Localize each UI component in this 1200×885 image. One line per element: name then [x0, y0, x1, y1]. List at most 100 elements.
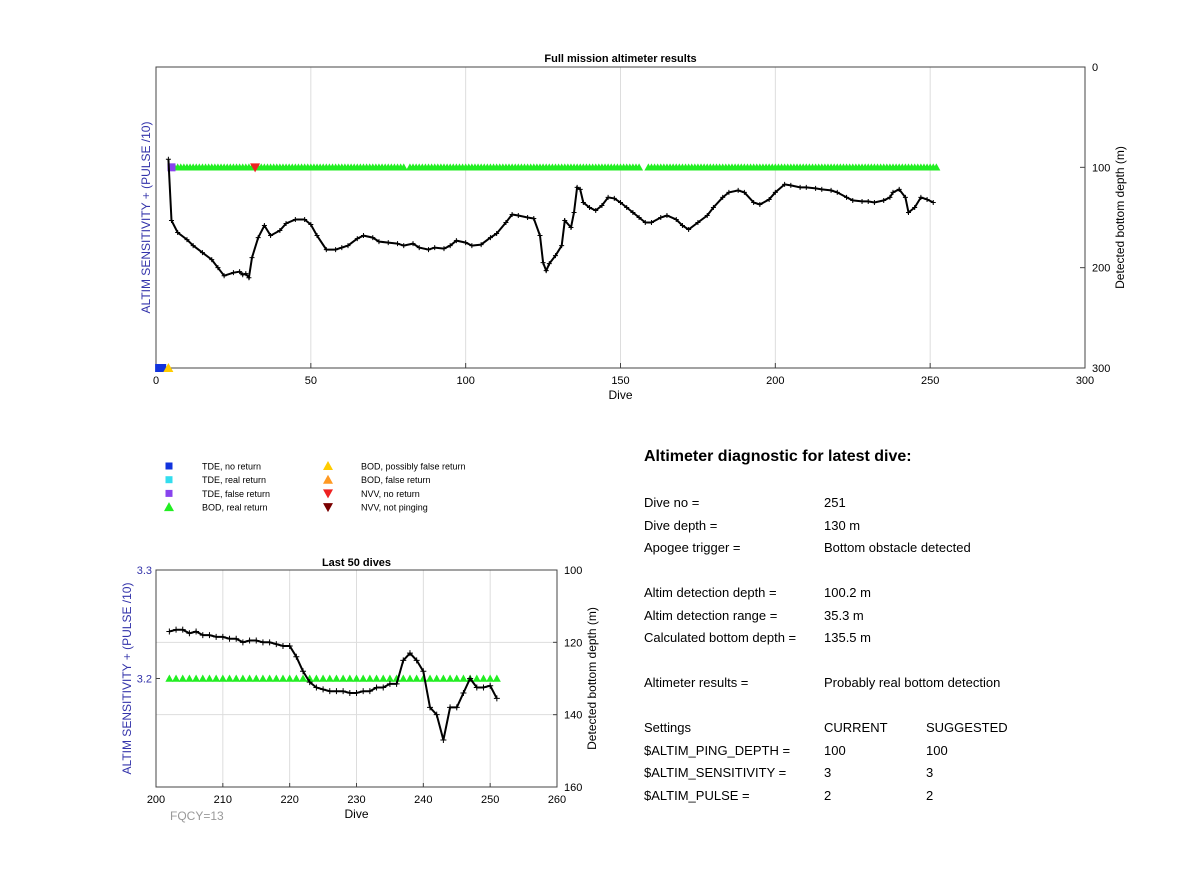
bottom-depth-point: [292, 217, 298, 223]
bod-real-return-marker: [399, 163, 408, 171]
bod-real-return-marker: [285, 674, 294, 682]
diagnostic-title: Altimeter diagnostic for latest dive:: [644, 448, 912, 465]
bottom-depth-point: [266, 639, 273, 646]
x-axis-label: Dive: [608, 388, 632, 402]
x-tick-label: 100: [456, 375, 474, 387]
legend-label: TDE, false return: [202, 489, 270, 499]
bottom-depth-point: [259, 639, 266, 646]
bottom-depth-point: [766, 196, 772, 202]
bottom-depth-point: [426, 247, 432, 253]
diag-value: Bottom obstacle detected: [824, 540, 971, 555]
bottom-depth-point: [339, 245, 345, 251]
bottom-depth-point: [168, 218, 174, 224]
bottom-depth-point: [302, 217, 308, 223]
y-tick-label-left: 3.3: [137, 565, 152, 577]
bottom-depth-point: [353, 689, 360, 696]
bottom-depth-point: [467, 675, 474, 682]
y-axis-label-right: Detected bottom depth (m): [585, 607, 599, 750]
diag-key: Dive no =: [644, 495, 700, 510]
bottom-depth-point: [686, 227, 692, 233]
bod-real-return-marker: [399, 674, 408, 682]
x-tick-label: 230: [347, 794, 365, 806]
x-tick-label: 0: [153, 375, 159, 387]
bottom-depth-point: [184, 237, 190, 243]
bottom-depth-point: [199, 632, 206, 639]
bottom-depth-point: [410, 241, 416, 247]
bottom-depth-point: [308, 222, 314, 228]
bottom-depth-point: [166, 628, 173, 635]
bod-real-return-legend-marker: [164, 502, 174, 512]
diag-key: Calculated bottom depth =: [644, 630, 797, 645]
bottom-depth-point: [268, 233, 274, 239]
bod-real-return-marker: [325, 674, 334, 682]
bottom-depth-point: [186, 630, 193, 637]
bottom-depth-point: [493, 695, 500, 702]
bottom-depth-point: [905, 209, 911, 215]
bod-real-return-marker: [359, 674, 368, 682]
y-tick-label: 100: [1092, 162, 1110, 174]
tde-no-return-legend-marker: [165, 462, 173, 470]
legend-label: BOD, false return: [361, 475, 431, 485]
bottom-depth-point: [797, 184, 803, 190]
bottom-depth-point: [447, 704, 454, 711]
x-tick-label: 250: [481, 794, 499, 806]
bod-real-return-marker: [245, 674, 254, 682]
y-axis-label-left: ALTIM SENSITIVITY + (PULSE /10): [139, 122, 153, 314]
bod-real-return-marker: [278, 674, 287, 682]
bottom-depth-point: [346, 689, 353, 696]
bottom-depth-point: [233, 635, 240, 642]
bottom-depth-point: [219, 633, 226, 640]
last-50-dives-chart: 200 210 220 230 240 250 260 100 120 140 160 3.2 3.3 L…: [120, 557, 599, 823]
y-tick-label: 300: [1092, 363, 1110, 375]
y-tick-label-right: 100: [564, 565, 582, 577]
bottom-depth-point: [246, 275, 252, 281]
bottom-depth-point: [283, 221, 289, 227]
bottom-depth-point: [648, 220, 654, 226]
bottom-depth-point: [173, 626, 180, 633]
bottom-depth-point: [865, 198, 871, 204]
bottom-depth-point: [380, 684, 387, 691]
bottom-depth-point: [531, 216, 537, 222]
bod-real-return-marker: [198, 674, 207, 682]
bottom-depth-point: [453, 238, 459, 244]
bottom-depth-point: [871, 199, 877, 205]
bod-real-return-marker: [635, 163, 644, 171]
bod-real-return-marker: [479, 674, 488, 682]
bod-real-return-marker: [472, 674, 481, 682]
bottom-depth-point: [902, 194, 908, 200]
bottom-depth-point: [277, 228, 283, 234]
bottom-depth-point: [487, 682, 494, 689]
bottom-depth-point: [543, 268, 549, 274]
y-tick-label-left: 3.2: [137, 674, 152, 686]
bottom-depth-point: [887, 194, 893, 200]
bod-real-return-marker: [412, 674, 421, 682]
y-tick-label-right: 140: [564, 710, 582, 722]
bottom-depth-point: [568, 225, 574, 231]
y-axis-label-right: Detected bottom depth (m): [1113, 146, 1127, 289]
bottom-depth-point: [704, 212, 710, 218]
bod-real-return-marker: [232, 674, 241, 682]
bottom-depth-point: [401, 243, 407, 249]
bod-real-return-marker: [352, 674, 361, 682]
bottom-depth-point: [345, 243, 351, 249]
bottom-depth-point: [370, 235, 376, 241]
diag-key: Altimeter results =: [644, 675, 749, 690]
bod-real-return-marker: [486, 674, 495, 682]
bottom-depth-point: [453, 704, 460, 711]
bottom-depth-point: [844, 194, 850, 200]
bottom-depth-point: [393, 680, 400, 687]
bottom-depth-point: [373, 684, 380, 691]
bottom-depth-point: [246, 637, 253, 644]
bod-real-return-marker: [205, 674, 214, 682]
bod-real-return-marker: [492, 674, 501, 682]
bottom-depth-point: [930, 199, 936, 205]
tde-false-return-marker: [167, 163, 176, 172]
bottom-depth-point: [239, 639, 246, 646]
bottom-depth-point: [611, 195, 617, 201]
bottom-depth-point: [463, 240, 469, 246]
bottom-depth-point: [624, 204, 630, 210]
diag-key: $ALTIM_PULSE =: [644, 788, 750, 803]
bottom-depth-point: [896, 186, 902, 192]
bottom-depth-point: [249, 255, 255, 261]
bottom-depth-point: [546, 261, 552, 267]
